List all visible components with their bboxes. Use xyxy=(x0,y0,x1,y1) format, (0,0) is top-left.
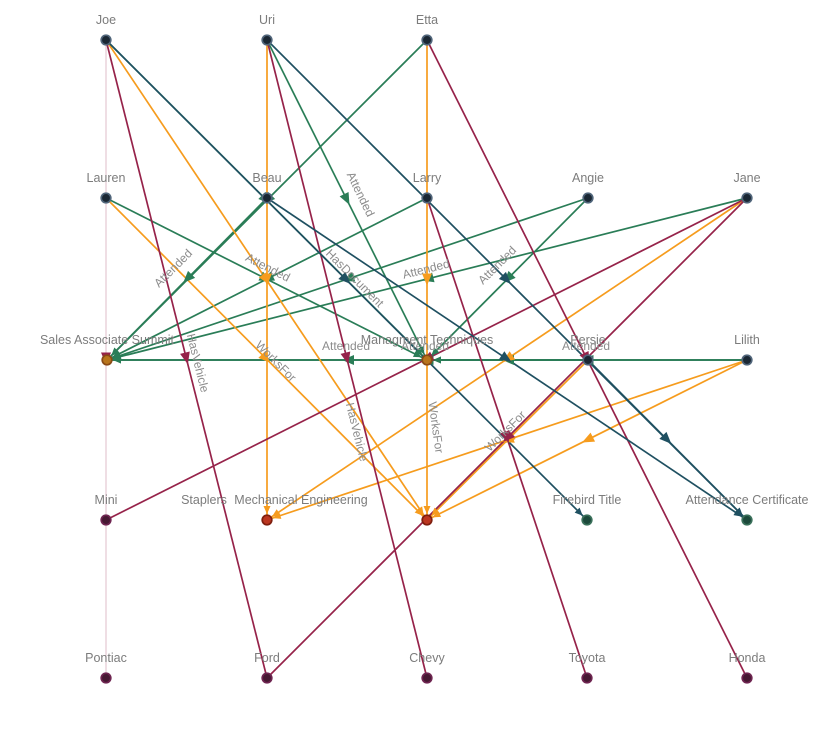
node-label-toyota: Toyota xyxy=(569,651,606,665)
node-label-ford: Ford xyxy=(254,651,280,665)
node-label-honda: Honda xyxy=(729,651,766,665)
edge-label-7-attended: Attended xyxy=(562,339,610,353)
graph-node-larry[interactable] xyxy=(421,192,433,204)
node-label-etta: Etta xyxy=(416,13,438,27)
graph-node-honda[interactable] xyxy=(741,672,753,684)
node-label-persie: Persie xyxy=(570,333,605,347)
graph-node-staplers[interactable] xyxy=(261,514,273,526)
graph-node-persie[interactable] xyxy=(582,354,594,366)
graph-node-beau[interactable] xyxy=(261,192,273,204)
graph-node-mini[interactable] xyxy=(100,514,112,526)
edge-arrow xyxy=(414,507,423,516)
edge-arrow xyxy=(263,506,271,514)
edge-arrow xyxy=(258,271,270,285)
edge-arrow xyxy=(431,507,440,516)
edge-arrow xyxy=(112,350,122,358)
graph-node-etta[interactable] xyxy=(421,34,433,46)
edge-arrow xyxy=(423,506,431,514)
edge-arrow xyxy=(417,345,425,355)
node-label-mecheng: Mechanical Engineering xyxy=(234,493,367,507)
node-label-staplers: Staplers xyxy=(181,493,227,507)
edge-arrow xyxy=(431,347,440,356)
graph-node-ford[interactable] xyxy=(261,672,273,684)
node-label-sas: Sales Associate Summit xyxy=(40,333,175,347)
edge-arrow xyxy=(433,356,441,364)
edge-arrow xyxy=(113,356,121,364)
node-label-larry: Larry xyxy=(413,171,442,185)
edge-arrow xyxy=(258,350,271,363)
node-label-attcert: Attendance Certificate xyxy=(686,493,809,507)
graph-node-lilith[interactable] xyxy=(741,354,753,366)
node-label-mt: Managment Techniques xyxy=(361,333,494,347)
edge-label-2-attended: Attended xyxy=(151,246,195,290)
edge-arrow xyxy=(500,430,510,444)
node-label-pontiac: Pontiac xyxy=(85,651,127,665)
edge-arrow xyxy=(574,507,583,516)
graph-node-chevy[interactable] xyxy=(421,672,433,684)
graph-node-angie[interactable] xyxy=(582,192,594,204)
edge-arrow xyxy=(340,351,351,365)
edge-label-6-attended: Attended xyxy=(401,339,449,353)
graph-node-sas[interactable] xyxy=(101,354,113,366)
graph-node-pontiac[interactable] xyxy=(100,672,112,684)
edge-arrow xyxy=(180,351,190,365)
node-label-uri: Uri xyxy=(259,13,275,27)
edge-arrow xyxy=(338,271,351,284)
node-label-lilith: Lilith xyxy=(734,333,760,347)
graph-node-mecheng[interactable] xyxy=(421,514,433,526)
edge-arrow xyxy=(111,347,120,356)
edge-arrow xyxy=(422,273,432,286)
edge-arrow xyxy=(582,432,596,443)
edge-arrow xyxy=(414,347,423,356)
node-label-beau: Beau xyxy=(252,171,281,185)
edge-arrow xyxy=(432,510,442,518)
graph-node-joe[interactable] xyxy=(100,34,112,46)
graph-node-attcert[interactable] xyxy=(741,514,753,526)
graph-node-mt[interactable] xyxy=(421,354,433,366)
graph-node-lauren[interactable] xyxy=(100,192,112,204)
node-label-jane: Jane xyxy=(733,171,760,185)
edge-arrow xyxy=(183,270,196,283)
graph-node-jane[interactable] xyxy=(741,192,753,204)
graph-node-toyota[interactable] xyxy=(581,672,593,684)
edge-arrow xyxy=(339,191,350,205)
edge-arrow xyxy=(659,431,672,444)
edge-arrow xyxy=(498,271,511,284)
node-label-joe: Joe xyxy=(96,13,116,27)
graph-node-firebird[interactable] xyxy=(581,514,593,526)
edge-label-12-worksfor: WorksFor xyxy=(425,401,446,454)
edge-arrow xyxy=(498,351,512,363)
edge-label-10-hasvehicle: HasVehicle xyxy=(343,401,371,463)
edge-arrow xyxy=(272,512,282,519)
node-label-angie: Angie xyxy=(572,171,604,185)
edge-label-13-worksfor: WorksFor xyxy=(482,408,529,455)
node-label-chevy: Chevy xyxy=(409,651,445,665)
node-label-firebird: Firebird Title xyxy=(553,493,622,507)
edge-label-0-attended: Attended xyxy=(344,170,378,219)
edge-label-11-worksfor: WorksFor xyxy=(253,338,300,385)
graph-node-uri[interactable] xyxy=(261,34,273,46)
edge-label-5-attended: Attended xyxy=(322,339,370,353)
node-label-lauren: Lauren xyxy=(87,171,126,185)
edge-arrow xyxy=(734,507,743,516)
edge-arrow xyxy=(412,350,422,358)
node-label-mini: Mini xyxy=(95,493,118,507)
